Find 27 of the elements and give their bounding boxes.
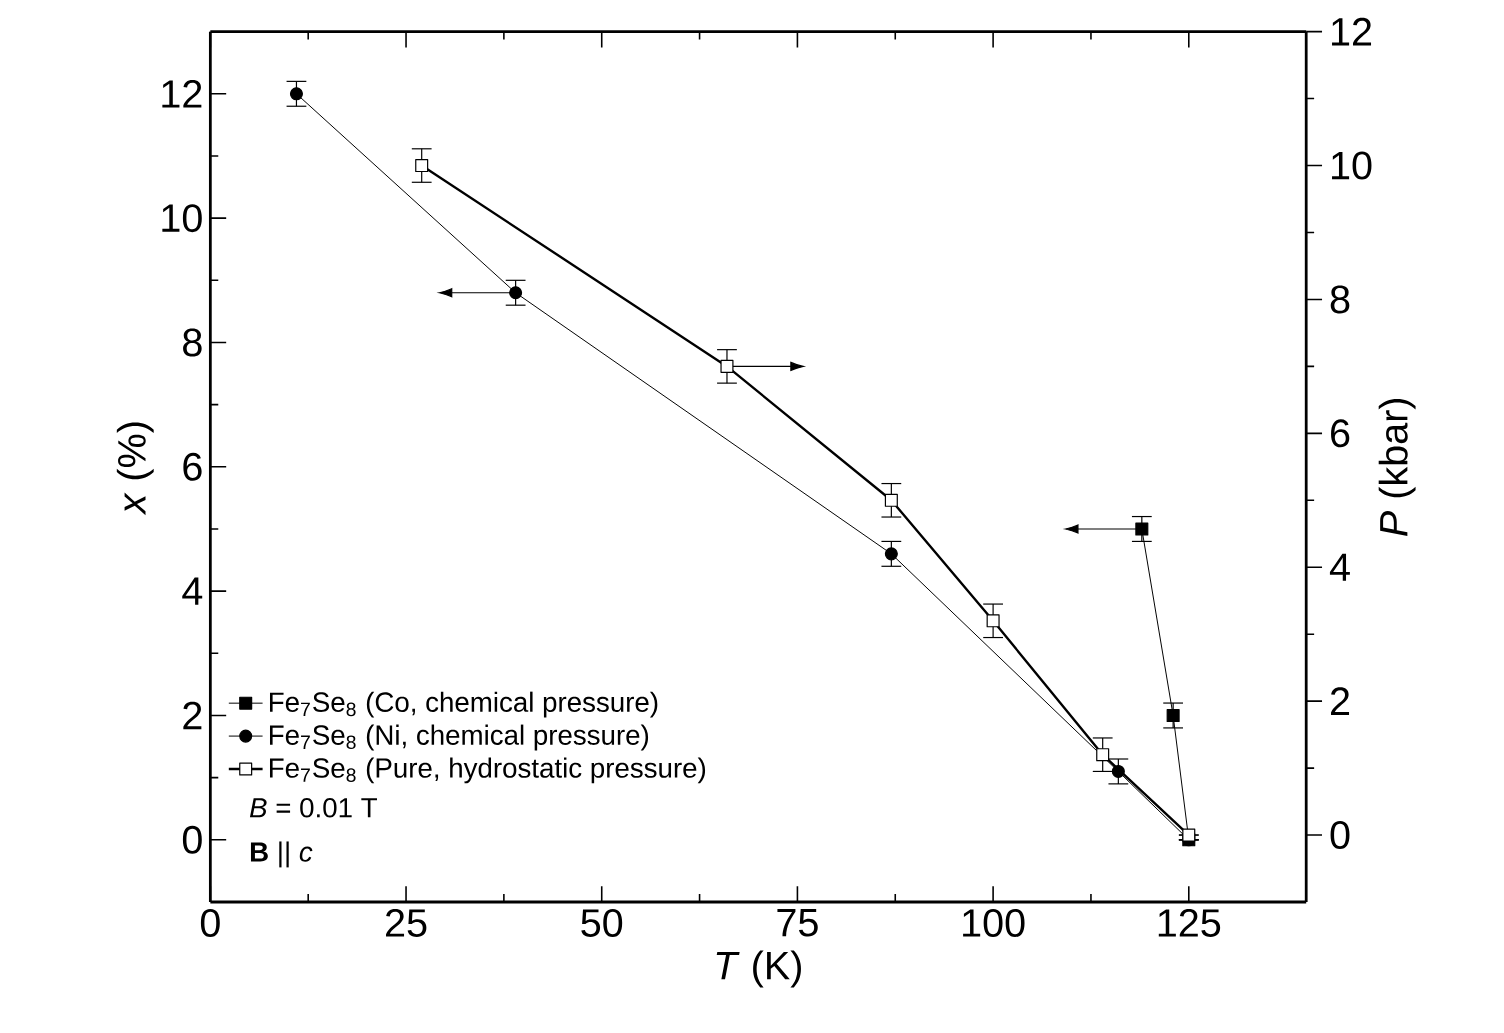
legend-label: Fe$_{7}$Se$_{8}$ (Co, chemical pressure) [270, 691, 658, 718]
y-tick-label: 10 [162, 204, 202, 233]
y2-tick-label: 4 [1329, 553, 1350, 582]
annotation: B || c [250, 841, 313, 868]
y-tick-label: 12 [162, 80, 202, 108]
x-axis-title: T (K) [716, 950, 801, 988]
x-tick-label: 75 [777, 909, 818, 937]
x-tick-label: 125 [1158, 909, 1221, 938]
y2-tick-label: 10 [1332, 151, 1372, 180]
x-tick-label: 100 [963, 909, 1025, 938]
legend-label: Fe$_{7}$Se$_{8}$ (Ni, chemical pressure) [270, 724, 649, 751]
legend-label: Fe$_{7}$Se$_{8}$ (Pure, hydrostatic pressure) [270, 757, 706, 784]
y2-tick-label: 0 [1330, 821, 1350, 850]
y2-tick-label: 12 [1332, 18, 1372, 46]
y-tick-label: 0 [182, 826, 202, 855]
y2-axis-title: P (kbar) [1378, 399, 1416, 537]
y2-tick-label: 2 [1331, 687, 1350, 716]
y-tick-label: 4 [182, 577, 203, 605]
y2-tick-label: 6 [1331, 419, 1350, 448]
y-tick-label: 2 [183, 701, 202, 730]
y2-tick-label: 8 [1330, 285, 1350, 314]
annotation: B = 0.01 T [249, 798, 377, 818]
y-tick-label: 8 [183, 328, 202, 357]
x-tick-label: 50 [581, 909, 623, 938]
x-tick-label: 25 [386, 909, 427, 938]
y-axis-title: x (%) [116, 422, 154, 516]
y-tick-label: 6 [183, 453, 202, 482]
